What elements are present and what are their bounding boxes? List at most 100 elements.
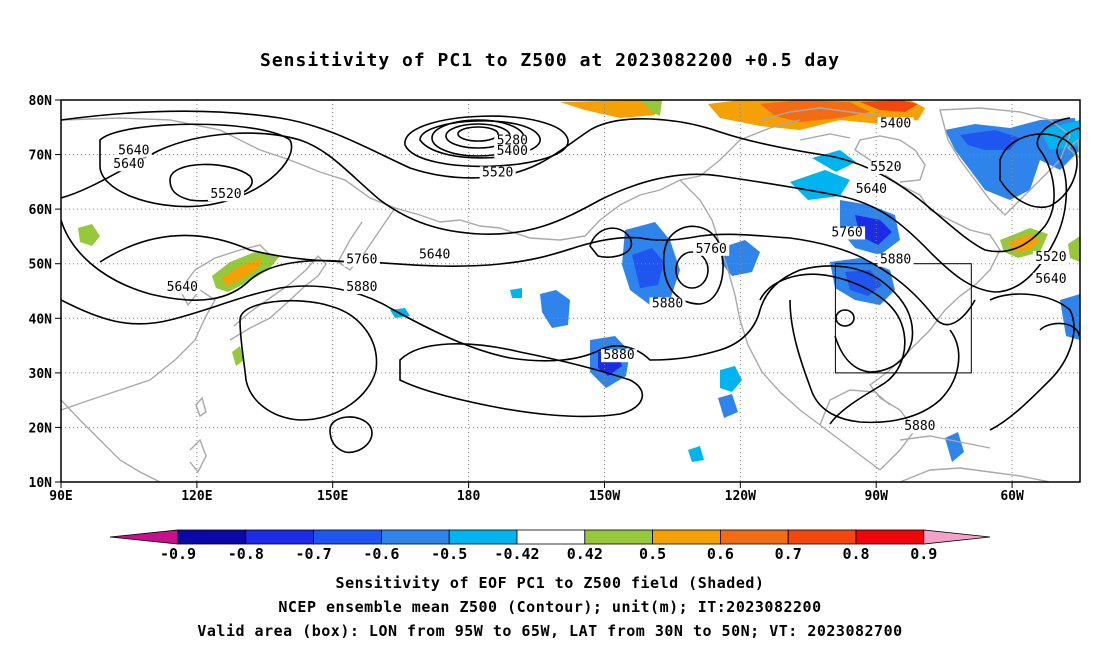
coast-indochina [61,399,161,482]
contour-low-center-1 [457,126,499,142]
colorbar-label: 0.7 [775,545,802,563]
contour-label-bg [164,281,201,294]
colorbar-label: 0.42 [567,545,603,563]
lat-label: 70N [29,149,53,164]
contour-label: 5520 [210,187,241,202]
negative-patch-central-pacific [540,290,570,328]
coast-alaska [584,119,801,237]
coast-south-america [899,467,1051,482]
colorbar-label: -0.5 [431,545,467,563]
contour-label-bg [829,226,866,240]
coast-gulf-mexico [819,389,891,426]
lat-label: 80N [29,94,53,109]
contour-label-bg [479,166,516,180]
negative-patch-small-b [688,446,704,462]
contour-5880-small-ne [835,309,855,327]
coast-philippines [189,438,207,474]
contour-label: 5400 [880,116,911,131]
lon-label: 150E [317,489,348,504]
negative-patch-ne-pacific-core [632,248,664,288]
colorbar-label: 0.6 [707,545,734,563]
colorbar-swatch [245,529,315,545]
contour-label-bg [853,182,890,196]
contour-5880-wp [239,299,378,421]
contour-5400-loop [404,115,569,168]
caption-valid-area: Valid area (box): LON from 95W to 65W, L… [197,622,903,640]
coast-aleutians [499,227,586,241]
lat-label: 20N [29,421,53,436]
contour-atl-1 [999,133,1078,209]
negative-patch-small-c [510,288,522,298]
colorbar-label: 0.8 [842,545,869,563]
contour-5880-pac [399,343,644,418]
latitude-labels: 80N 70N 60N 50N 40N 30N 20N 10N [29,94,53,491]
contour-atl-3 [1039,322,1080,341]
contour-label-bg [649,297,686,311]
lat-label: 40N [29,312,53,327]
colorbar-swatch [584,529,653,545]
lat-label: 10N [29,476,53,491]
colorbar-swatch [177,529,247,545]
colorbar-swatch [313,529,382,545]
contour-label: 5520 [482,165,513,180]
contour-label: 5640 [167,280,198,295]
coast-caribbean [899,435,991,449]
colorbar: -0.9 -0.8 -0.7 -0.6 -0.5 -0.42 0.42 0.5 0.6 0.7 0.… [109,529,991,563]
contour-label: 5640 [856,182,887,197]
positive-patch-arctic-canada-red [860,100,918,112]
colorbar-label: -0.8 [228,545,264,563]
map-title: Sensitivity of PC1 to Z500 at 2023082200… [259,50,840,71]
contour-label-bg [1032,250,1069,264]
negative-patch-baja [720,366,742,392]
contour-label-bg [867,160,904,174]
contour-label: 5880 [904,419,935,434]
lon-label: 180 [457,489,481,504]
contour-label-bg [207,188,244,202]
contour-label: 5880 [880,253,911,268]
coast-na-west [679,179,881,471]
contour-5520-main [61,110,1071,253]
colorbar-label: -0.42 [494,545,539,563]
contour-label-bg [601,349,638,363]
colorbar-swatch [652,529,721,545]
contour-5880-main [61,265,914,373]
contour-5880-small [329,416,373,454]
contour-labels: 5640564055205280540055205400552056405640… [110,116,1069,434]
colorbar-high-triangle [923,529,991,545]
contour-label: 5760 [346,253,377,268]
contour-label: 5400 [497,144,528,159]
lat-label: 50N [29,258,53,273]
coast-greenland [939,107,1071,216]
contour-label-bg [877,253,914,267]
caption-shading: Sensitivity of EOF PC1 to Z500 field (Sh… [335,574,765,592]
contour-5880-south [789,299,960,424]
contour-label: 5640 [419,247,450,262]
colorbar-label: 0.9 [910,545,937,563]
positive-patch-west-asia [78,224,100,246]
coast-china-korea [61,244,276,411]
positive-patch-japan-sea-core [222,258,262,286]
contour-label-bg [416,248,453,262]
contour-label-bg [693,242,730,256]
positive-patch-north-pacific [560,100,660,118]
colorbar-swatch [380,529,450,545]
axis-ticks [55,99,1013,488]
contour-label: 5280 [497,134,528,149]
lon-label: 60W [1000,489,1024,504]
coast-iceland [1066,138,1080,159]
contour-label-bg [494,134,531,148]
z500-contours [61,110,1080,454]
colorbar-swatch [720,529,789,545]
colorbar-label: -0.7 [296,545,332,563]
contour-5880-se [759,273,906,425]
coast-arctic-islands [759,107,901,141]
lat-label: 60N [29,203,53,218]
negative-patch-atlantic-east [1060,294,1080,340]
contour-5280 [419,120,541,159]
map-frame [60,99,1081,483]
colorbar-low-triangle [109,529,179,545]
colorbar-swatch [855,529,925,545]
contour-label: 5640 [113,157,144,172]
contour-5760-trough [589,227,633,258]
